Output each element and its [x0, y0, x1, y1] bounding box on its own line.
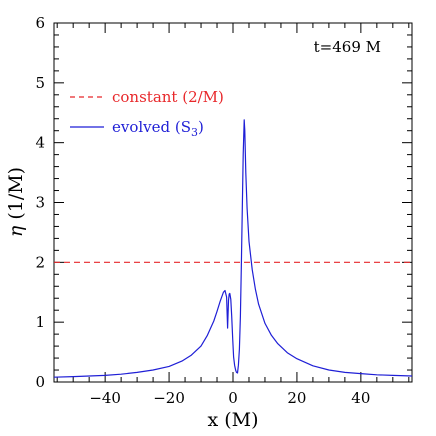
x-tick-label: −40 — [89, 389, 121, 407]
x-tick-label: 20 — [287, 389, 306, 407]
major-ticks — [54, 22, 412, 383]
legend: constant (2/M) evolved (S3) — [70, 88, 224, 139]
y-tick-label: 0 — [35, 373, 45, 391]
legend-label-evolved-main: evolved (S — [112, 118, 191, 136]
y-tick-label: 3 — [35, 194, 45, 212]
y-axis-label-unit: (1/M) — [5, 167, 27, 220]
legend-label-evolved-sub: 3 — [191, 126, 198, 139]
series-evolved-line — [53, 119, 413, 378]
series-layer — [53, 119, 413, 378]
minor-ticks — [54, 23, 412, 382]
x-tick-label: 40 — [351, 389, 370, 407]
x-tick-label: −20 — [153, 389, 185, 407]
legend-label-constant: constant (2/M) — [112, 88, 224, 106]
plot-frame — [53, 22, 413, 383]
time-annotation: t=469 M — [314, 38, 381, 56]
legend-label-evolved-end: ) — [198, 118, 204, 136]
y-tick-label: 1 — [35, 313, 45, 331]
legend-label-evolved: evolved (S3) — [112, 118, 204, 139]
y-tick-label: 5 — [35, 74, 45, 92]
svg-text:η (1/M): η (1/M) — [5, 167, 27, 237]
y-tick-label: 6 — [35, 14, 45, 32]
y-tick-label: 2 — [35, 253, 45, 271]
y-tick-label: 4 — [35, 134, 45, 152]
y-axis-label: η (1/M) — [5, 167, 27, 237]
x-axis-label: x (M) — [207, 409, 258, 431]
y-axis-label-symbol: η — [5, 225, 27, 237]
x-tick-label: 0 — [228, 389, 238, 407]
y-tick-labels: 0 1 2 3 4 5 6 — [35, 14, 45, 391]
x-tick-labels: −40 −20 0 20 40 — [89, 389, 370, 407]
